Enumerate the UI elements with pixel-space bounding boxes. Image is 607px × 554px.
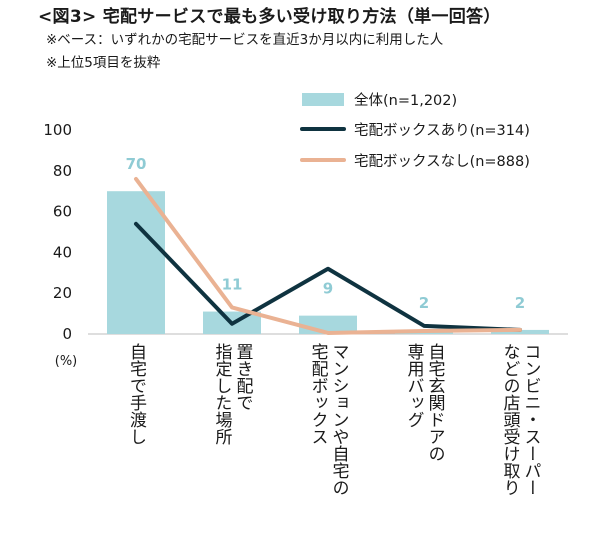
legend-label-without-box: 宅配ボックスなし(n=888) xyxy=(354,153,530,170)
series-line-without-box xyxy=(134,176,522,335)
bar xyxy=(491,329,549,334)
top5-note: ※上位5項目を抜粋 xyxy=(46,55,161,71)
category-label: 専用バッグ xyxy=(404,343,425,428)
base-note: ※ベース：いずれかの宅配サービスを直近3か月以内に利用した人 xyxy=(46,32,444,48)
y-tick-label: 40 xyxy=(53,243,72,261)
category-label: 宅配ボックス xyxy=(308,343,329,445)
y-tick-label: 20 xyxy=(53,284,72,302)
data-label: 9 xyxy=(323,280,333,298)
data-label: 2 xyxy=(515,294,525,312)
y-tick-label: 100 xyxy=(43,121,72,139)
series-line-with-box xyxy=(134,221,522,332)
unit-label: (%) xyxy=(55,354,78,369)
legend-swatch-all xyxy=(302,93,344,106)
category-label: 自宅玄関ドアの xyxy=(425,343,446,462)
category-label: 指定した場所 xyxy=(212,343,233,445)
bar xyxy=(107,191,165,334)
chart-title: <図3> 宅配サービスで最も多い受け取り方法（単一回答） xyxy=(38,7,501,27)
category-label: 自宅で手渡し xyxy=(126,343,147,445)
y-tick-label: 0 xyxy=(62,325,72,343)
category-label: などの店頭受け取り xyxy=(500,343,521,496)
category-label: マンションや自宅の xyxy=(329,343,350,496)
y-tick-label: 80 xyxy=(53,162,72,180)
legend-label-all: 全体(n=1,202) xyxy=(354,91,457,109)
data-label: 2 xyxy=(419,294,429,312)
category-label: 置き配で xyxy=(233,343,254,411)
data-label: 11 xyxy=(222,276,243,294)
data-label: 70 xyxy=(126,155,147,173)
y-tick-label: 60 xyxy=(53,203,72,221)
category-label: コンビニ・スーパー xyxy=(521,343,541,496)
legend-label-with-box: 宅配ボックスあり(n=314) xyxy=(354,122,530,139)
